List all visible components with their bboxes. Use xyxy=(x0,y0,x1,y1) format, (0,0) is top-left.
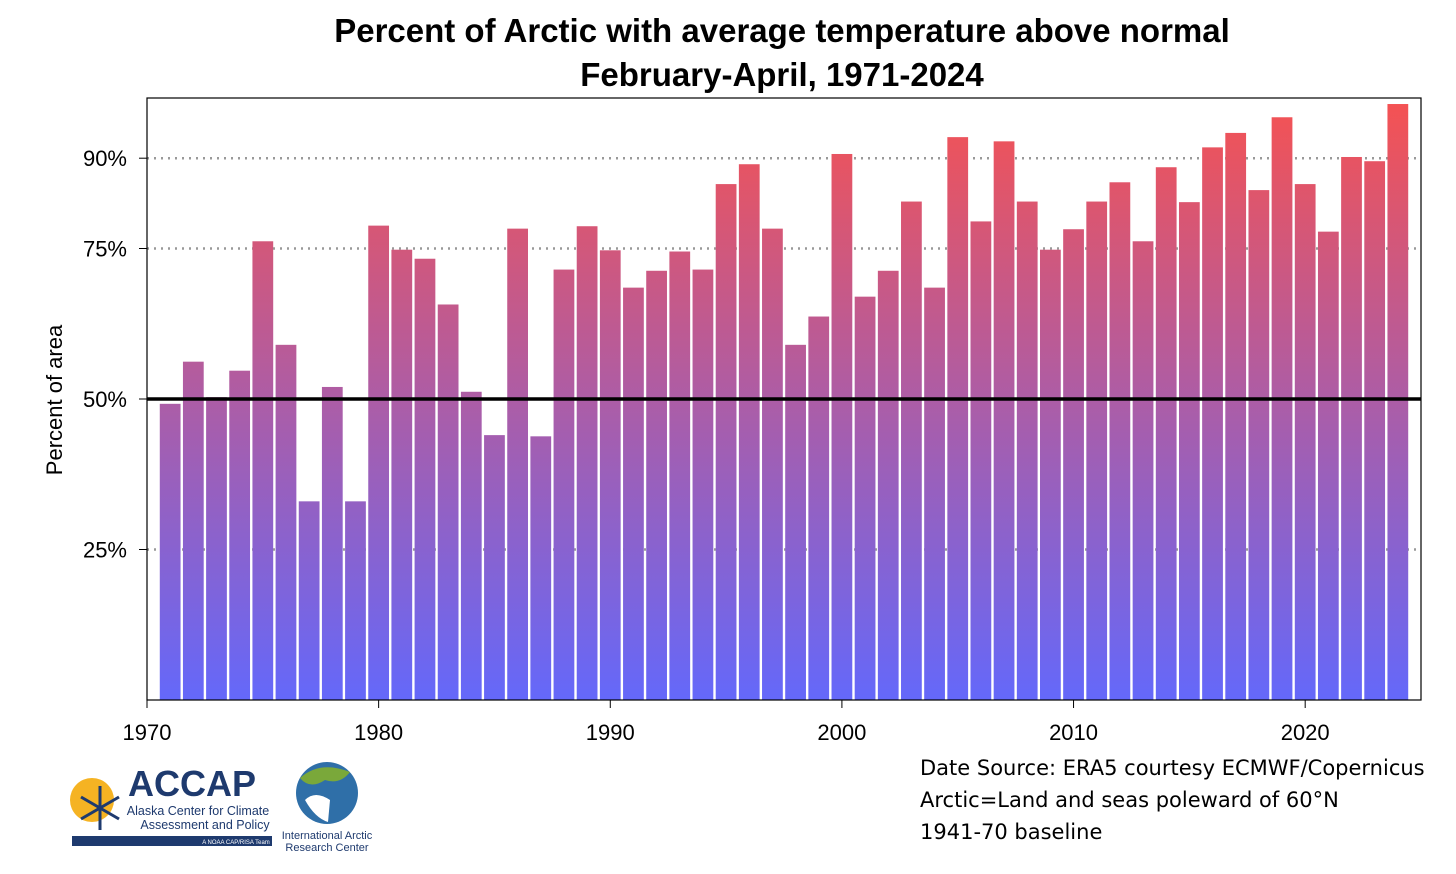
y-axis-label: Percent of area xyxy=(42,324,67,475)
bar-2016 xyxy=(1202,147,1223,700)
bar-1982 xyxy=(414,258,436,700)
bar-1997 xyxy=(762,228,783,700)
bar-1981 xyxy=(391,249,413,701)
bar-1984 xyxy=(460,391,482,700)
x-tick-label: 2010 xyxy=(1049,720,1098,745)
x-tick-label: 2020 xyxy=(1281,720,1330,745)
bar-1987 xyxy=(530,436,552,700)
chart-subtitle: February-April, 1971-2024 xyxy=(580,56,984,93)
bar-2006 xyxy=(970,221,992,700)
y-tick-label: 90% xyxy=(83,146,127,171)
bar-2003 xyxy=(901,201,922,700)
bar-1996 xyxy=(738,164,760,701)
bar-2019 xyxy=(1271,117,1293,701)
accap-line1: Alaska Center for Climate xyxy=(127,804,269,818)
snowflake-icon xyxy=(80,786,120,830)
bar-2023 xyxy=(1364,161,1386,700)
bar-2021 xyxy=(1317,231,1339,701)
bar-2009 xyxy=(1040,249,1061,701)
bar-2002 xyxy=(877,270,899,700)
bar-1999 xyxy=(808,316,830,700)
bar-2017 xyxy=(1225,132,1247,700)
iarc-line2: Research Center xyxy=(285,842,368,854)
y-tick-label: 75% xyxy=(83,237,127,262)
bar-2015 xyxy=(1178,202,1200,700)
bar-1995 xyxy=(715,184,737,700)
accap-tagline: A NOAA CAP/RISA Team xyxy=(202,840,270,846)
bar-2014 xyxy=(1155,167,1177,701)
x-tick-label: 1980 xyxy=(354,720,403,745)
sun-icon xyxy=(70,778,114,822)
bar-2024 xyxy=(1387,104,1409,700)
bar-2013 xyxy=(1132,241,1154,700)
bar-2020 xyxy=(1294,184,1316,700)
accap-line2: Assessment and Policy xyxy=(140,818,270,832)
accap-name: ACCAP xyxy=(128,763,256,804)
bar-1973 xyxy=(206,397,227,700)
bar-1983 xyxy=(437,304,459,700)
bar-2011 xyxy=(1086,201,1108,700)
accap-logo: ACCAP Alaska Center for Climate Assessme… xyxy=(70,763,272,846)
bar-1992 xyxy=(646,270,667,700)
y-tick-label: 25% xyxy=(83,538,127,563)
bar-1990 xyxy=(599,250,621,700)
bar-1971 xyxy=(159,403,181,700)
bar-1988 xyxy=(553,269,575,700)
iarc-logo: International Arctic Research Center xyxy=(282,762,373,854)
baseline-note: 1941-70 baseline xyxy=(920,820,1103,844)
source-note: Date Source: ERA5 courtesy ECMWF/Coperni… xyxy=(920,756,1425,780)
bar-1989 xyxy=(576,226,598,700)
bar-1986 xyxy=(507,228,528,700)
bar-2000 xyxy=(831,153,853,701)
bar-2022 xyxy=(1341,156,1362,701)
bar-2004 xyxy=(924,287,945,700)
x-tick-label: 1970 xyxy=(123,720,172,745)
bar-1974 xyxy=(229,370,251,700)
bar-1975 xyxy=(252,241,274,700)
bar-1978 xyxy=(321,386,343,700)
bar-2001 xyxy=(854,296,876,700)
bar-1993 xyxy=(669,251,691,700)
bar-1985 xyxy=(484,435,505,700)
bar-1994 xyxy=(692,269,714,700)
bar-1972 xyxy=(182,361,204,700)
bar-1991 xyxy=(623,287,644,700)
bar-1998 xyxy=(785,344,806,700)
x-tick-label: 2000 xyxy=(817,720,866,745)
bar-1977 xyxy=(298,501,320,700)
bar-2005 xyxy=(947,137,969,700)
bar-2018 xyxy=(1248,190,1270,700)
bar-2010 xyxy=(1063,229,1084,700)
iarc-line1: International Arctic xyxy=(282,830,373,842)
chart-title: Percent of Arctic with average temperatu… xyxy=(334,12,1230,49)
bar-1980 xyxy=(368,225,390,700)
x-tick-label: 1990 xyxy=(586,720,635,745)
bar-1976 xyxy=(275,344,297,700)
bar-2007 xyxy=(993,141,1015,700)
region-note: Arctic=Land and seas poleward of 60°N xyxy=(920,788,1339,812)
bar-2012 xyxy=(1109,182,1131,700)
y-tick-label: 50% xyxy=(83,387,127,412)
bar-2008 xyxy=(1016,201,1038,700)
bar-1979 xyxy=(345,501,366,700)
